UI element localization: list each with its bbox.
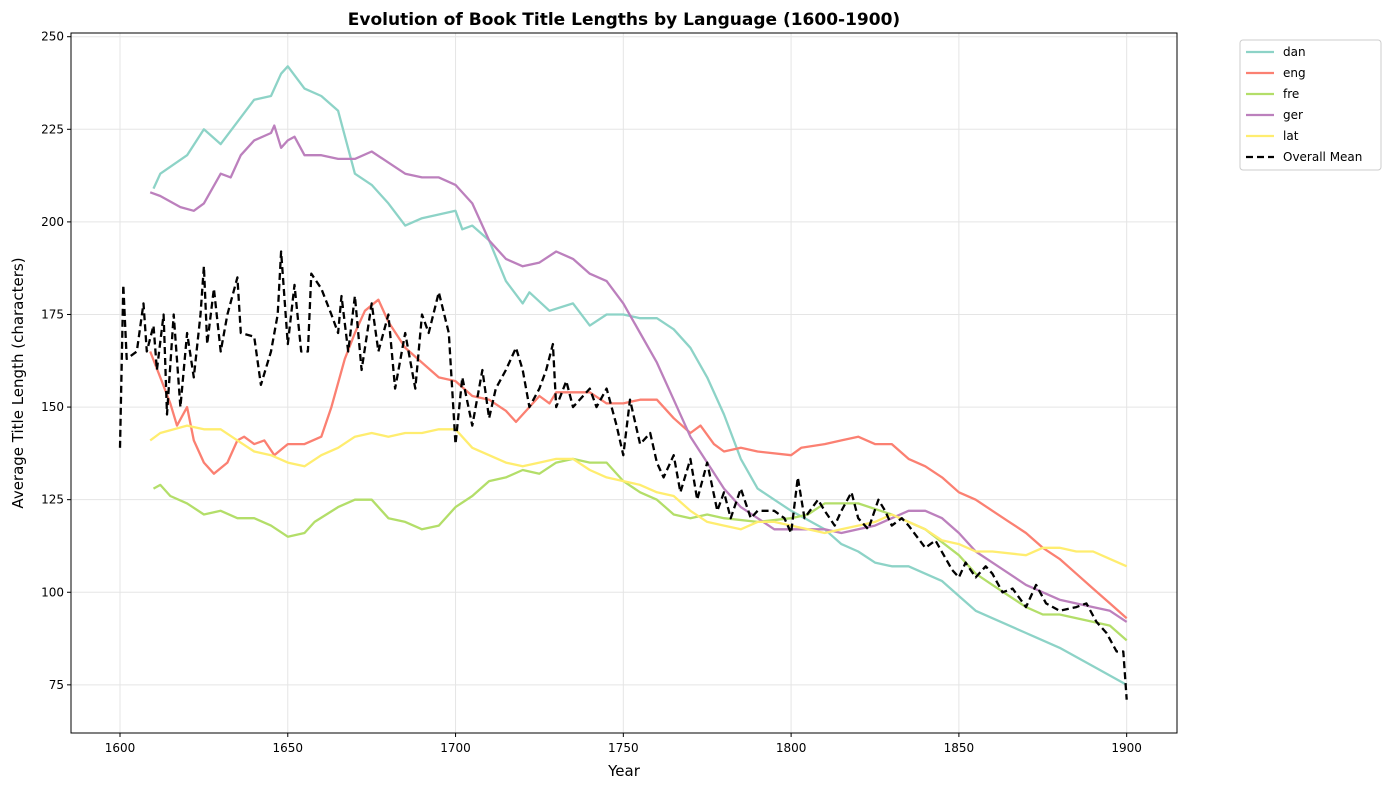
chart-title: Evolution of Book Title Lengths by Langu… bbox=[348, 10, 900, 30]
series-line-eng bbox=[149, 298, 1128, 620]
series-lines bbox=[118, 65, 1128, 700]
legend-label: Overall Mean bbox=[1283, 150, 1362, 164]
y-tick-label: 250 bbox=[41, 30, 64, 44]
legend: dan eng fre ger lat Overall Mean bbox=[1239, 39, 1382, 171]
series-line-dan bbox=[152, 65, 1128, 686]
y-tick-label: 125 bbox=[41, 493, 64, 507]
y-axis-label: Average Title Length (characters) bbox=[9, 257, 27, 508]
legend-label: eng bbox=[1283, 66, 1306, 80]
x-tick-label: 1600 bbox=[105, 741, 136, 755]
grid bbox=[71, 33, 1177, 733]
series-line-ger bbox=[149, 124, 1128, 623]
y-tick-label: 200 bbox=[41, 215, 64, 229]
y-tick-label: 75 bbox=[49, 678, 64, 692]
series-line-lat bbox=[149, 424, 1128, 568]
x-tick-label: 1700 bbox=[440, 741, 471, 755]
x-axis-ticks: 1600 1650 1700 1750 1800 1850 1900 bbox=[105, 733, 1142, 755]
x-tick-label: 1800 bbox=[776, 741, 807, 755]
y-tick-label: 175 bbox=[41, 307, 64, 321]
series-line-overall-mean bbox=[118, 250, 1128, 700]
y-tick-label: 225 bbox=[41, 122, 64, 136]
x-tick-label: 1650 bbox=[272, 741, 303, 755]
legend-label: fre bbox=[1283, 87, 1299, 101]
x-axis-label: Year bbox=[607, 762, 641, 780]
legend-label: dan bbox=[1283, 45, 1306, 59]
x-tick-label: 1850 bbox=[944, 741, 975, 755]
x-tick-label: 1900 bbox=[1111, 741, 1142, 755]
x-tick-label: 1750 bbox=[608, 741, 639, 755]
plot-frame bbox=[70, 32, 1178, 734]
y-tick-label: 150 bbox=[41, 400, 64, 414]
legend-label: ger bbox=[1283, 108, 1303, 122]
legend-label: lat bbox=[1283, 129, 1299, 143]
y-axis-ticks: 75 100 125 150 175 200 225 250 bbox=[41, 30, 71, 692]
y-tick-label: 100 bbox=[41, 585, 64, 599]
